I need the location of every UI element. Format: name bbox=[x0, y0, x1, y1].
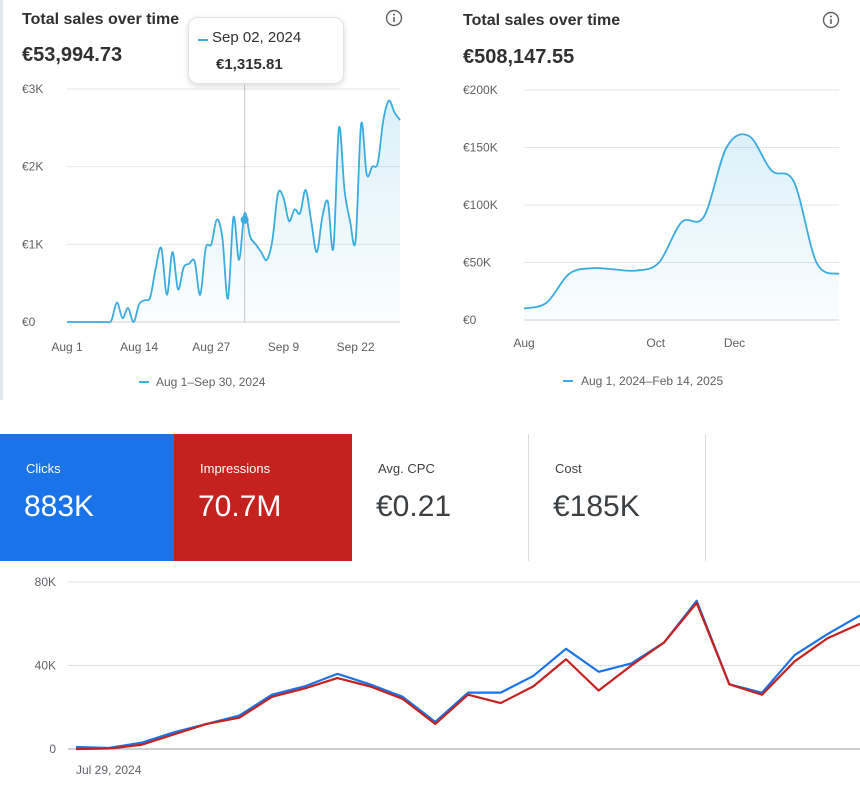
area-fill bbox=[524, 134, 839, 320]
x-tick-label: Sep 9 bbox=[268, 340, 300, 354]
legend-label: Aug 1–Sep 30, 2024 bbox=[156, 375, 266, 389]
sales-card-right: Total sales over time €508,147.55 €0 €50K… bbox=[440, 0, 860, 400]
series-line-impressions bbox=[75, 601, 860, 751]
left-card-total: €53,994.73 bbox=[22, 44, 123, 66]
x-tick-label: Aug 1 bbox=[51, 340, 83, 354]
y-tick-label: €150K bbox=[463, 141, 498, 155]
y-tick-label: €1K bbox=[22, 237, 43, 251]
x-tick-label: Oct bbox=[646, 336, 665, 350]
tooltip-date: Sep 02, 2024 bbox=[212, 29, 302, 46]
info-icon[interactable] bbox=[385, 9, 403, 27]
metric-tile-avg-cpc[interactable]: Avg. CPC €0.21 bbox=[352, 434, 529, 561]
left-sales-chart[interactable]: €0 €1K €2K €3K Aug 1 Aug 14 Aug 27 Sep 9 Sep 22 A… bbox=[0, 0, 420, 400]
series-line-clicks bbox=[75, 599, 860, 750]
left-card-title: Total sales over time bbox=[22, 11, 180, 28]
y-tick-label: €50K bbox=[463, 256, 491, 270]
metric-value: 883K bbox=[24, 490, 95, 523]
metric-label: Avg. CPC bbox=[378, 461, 435, 476]
clicks-impressions-chart[interactable]: 0 40K 80K Jul 29, 2024 bbox=[0, 561, 860, 794]
right-card-total: €508,147.55 bbox=[463, 46, 575, 68]
x-tick-label: Jul 29, 2024 bbox=[76, 763, 142, 777]
x-tick-label: Sep 22 bbox=[337, 340, 375, 354]
metric-value: €0.21 bbox=[376, 490, 452, 523]
right-sales-chart[interactable]: €0 €50K €100K €150K €200K Aug Oct Dec Aug 1, 202… bbox=[440, 0, 860, 400]
series-line bbox=[67, 99, 401, 324]
x-tick-label: Aug 27 bbox=[192, 340, 230, 354]
metric-tiles: Clicks 883K Impressions 70.7M Avg. CPC €… bbox=[0, 434, 860, 561]
y-tick-label: 40K bbox=[35, 659, 56, 673]
metric-value: 70.7M bbox=[198, 490, 282, 523]
metric-label: Cost bbox=[555, 461, 582, 476]
y-tick-label: €3K bbox=[22, 82, 43, 96]
x-tick-label: Aug bbox=[513, 336, 534, 350]
series-line bbox=[523, 133, 840, 310]
metric-label: Clicks bbox=[26, 461, 61, 476]
metric-tile-impressions[interactable]: Impressions 70.7M bbox=[174, 434, 352, 561]
y-tick-label: €0 bbox=[22, 315, 36, 329]
right-card-title: Total sales over time bbox=[463, 12, 621, 29]
y-tick-label: €200K bbox=[463, 83, 498, 97]
y-tick-label: €100K bbox=[463, 198, 498, 212]
y-tick-label: 80K bbox=[35, 575, 56, 589]
sales-card-left: Total sales over time €53,994.73 €0 €1K €2… bbox=[0, 0, 420, 400]
metric-tile-cost[interactable]: Cost €185K bbox=[529, 434, 706, 561]
y-tick-label: €2K bbox=[22, 160, 43, 174]
chart-tooltip: Sep 02, 2024 €1,315.81 bbox=[188, 17, 344, 84]
metric-value: €185K bbox=[553, 490, 640, 523]
legend-label: Aug 1, 2024–Feb 14, 2025 bbox=[581, 374, 723, 388]
info-icon[interactable] bbox=[822, 11, 840, 29]
y-tick-label: €0 bbox=[463, 313, 477, 327]
area-fill bbox=[67, 100, 400, 323]
x-tick-label: Dec bbox=[724, 336, 745, 350]
y-tick-label: 0 bbox=[49, 742, 56, 756]
tooltip-series-marker bbox=[198, 39, 208, 41]
tooltip-value: €1,315.81 bbox=[216, 56, 283, 73]
metric-label: Impressions bbox=[200, 461, 271, 476]
x-tick-label: Aug 14 bbox=[120, 340, 158, 354]
card-accent-border bbox=[0, 0, 3, 400]
highlight-point bbox=[240, 215, 249, 224]
metric-tile-clicks[interactable]: Clicks 883K bbox=[0, 434, 174, 561]
